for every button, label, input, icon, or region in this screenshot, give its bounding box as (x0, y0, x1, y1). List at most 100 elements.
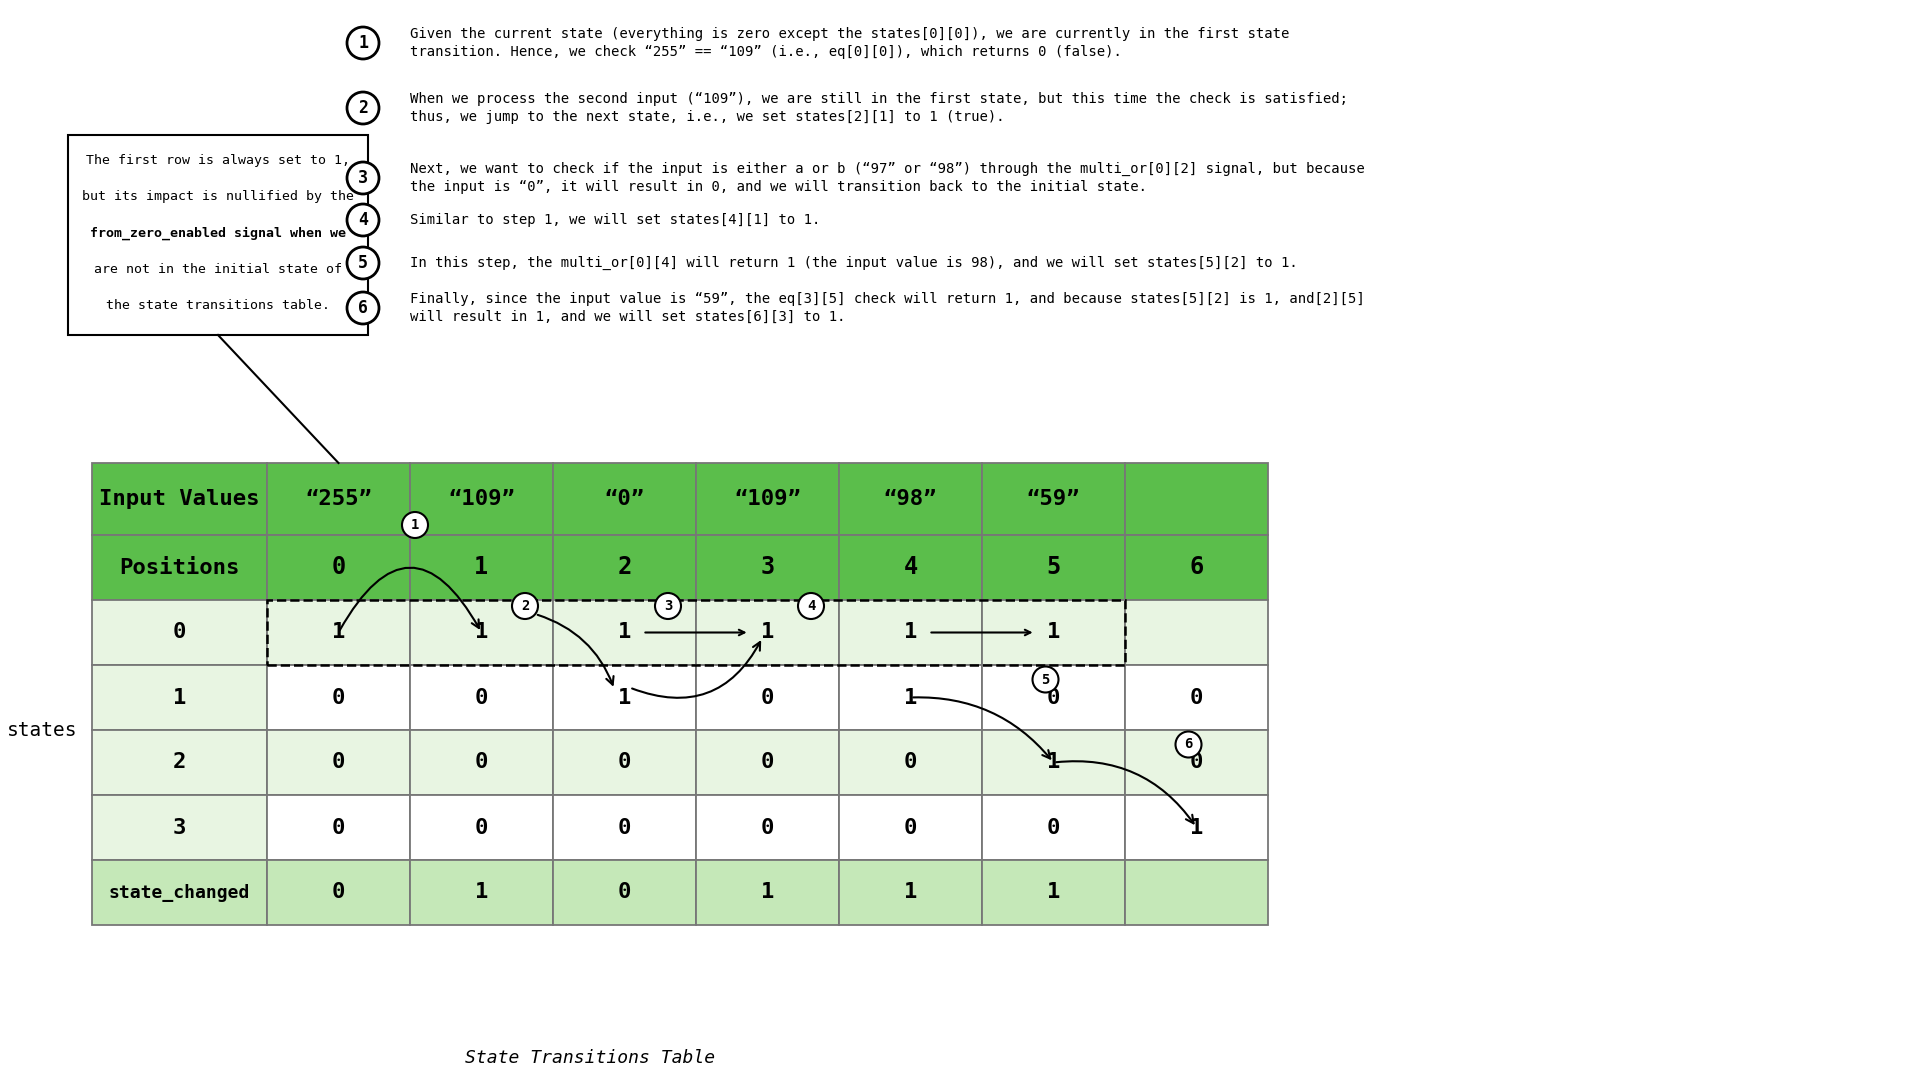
Text: The first row is always set to 1,: The first row is always set to 1, (86, 154, 349, 167)
Text: 0: 0 (173, 622, 186, 643)
Bar (92, 463, 267, 535)
Circle shape (1175, 731, 1202, 757)
Text: 0: 0 (760, 818, 774, 837)
Text: 1: 1 (357, 33, 369, 52)
Text: 1: 1 (618, 688, 632, 707)
Text: When we process the second input (“109”), we are still in the first state, but t: When we process the second input (“109”)… (411, 92, 1348, 124)
FancyArrowPatch shape (914, 698, 1050, 758)
Bar (695, 665, 839, 730)
Bar (1125, 535, 1267, 600)
FancyArrowPatch shape (632, 642, 760, 698)
Bar (981, 860, 1125, 924)
Text: states: states (8, 720, 77, 740)
Circle shape (348, 247, 378, 279)
Circle shape (348, 27, 378, 59)
Text: 3: 3 (664, 599, 672, 613)
Circle shape (513, 593, 538, 619)
Text: “109”: “109” (733, 489, 801, 509)
Text: 0: 0 (618, 753, 632, 772)
Text: 5: 5 (1041, 673, 1050, 687)
Bar (695, 535, 839, 600)
Text: “59”: “59” (1027, 489, 1081, 509)
Text: 0: 0 (1046, 688, 1060, 707)
Bar (839, 860, 981, 924)
Bar (553, 795, 695, 860)
Text: 0: 0 (474, 688, 488, 707)
Bar (553, 463, 695, 535)
Bar (67, 135, 369, 335)
Text: 1: 1 (474, 622, 488, 643)
Text: 4: 4 (806, 599, 816, 613)
Text: but its impact is nullified by the: but its impact is nullified by the (83, 190, 353, 203)
Bar (92, 535, 267, 600)
Text: 3: 3 (357, 168, 369, 187)
FancyArrowPatch shape (1056, 761, 1194, 823)
Circle shape (348, 204, 378, 237)
Text: 0: 0 (332, 688, 346, 707)
Text: 1: 1 (474, 555, 488, 580)
Text: 6: 6 (1188, 555, 1204, 580)
Bar (1125, 665, 1267, 730)
Circle shape (401, 512, 428, 538)
Bar (1125, 463, 1267, 535)
Text: 1: 1 (760, 882, 774, 903)
Bar (92, 795, 267, 860)
Text: 0: 0 (332, 753, 346, 772)
Text: 0: 0 (1046, 818, 1060, 837)
Text: 5: 5 (357, 254, 369, 272)
Bar (981, 730, 1125, 795)
Text: 0: 0 (1190, 753, 1204, 772)
Text: 0: 0 (904, 818, 918, 837)
Text: 2: 2 (173, 753, 186, 772)
Circle shape (348, 292, 378, 324)
Bar (267, 535, 411, 600)
Bar (1125, 860, 1267, 924)
Text: state_changed: state_changed (109, 883, 250, 902)
Bar (839, 795, 981, 860)
Text: 2: 2 (357, 99, 369, 117)
Text: 0: 0 (618, 818, 632, 837)
FancyArrowPatch shape (538, 615, 614, 685)
Bar (981, 535, 1125, 600)
Bar (839, 600, 981, 665)
Text: Input Values: Input Values (100, 489, 259, 509)
Text: 0: 0 (904, 753, 918, 772)
Text: 1: 1 (173, 688, 186, 707)
Text: 0: 0 (332, 555, 346, 580)
Circle shape (655, 593, 682, 619)
Text: 4: 4 (357, 211, 369, 229)
Text: 6: 6 (357, 299, 369, 318)
FancyArrowPatch shape (340, 568, 478, 630)
Bar (981, 463, 1125, 535)
Bar (839, 463, 981, 535)
Bar (695, 600, 839, 665)
Text: 1: 1 (618, 622, 632, 643)
Bar (267, 463, 411, 535)
Bar (695, 730, 839, 795)
Bar (839, 535, 981, 600)
Text: 1: 1 (1046, 622, 1060, 643)
Text: Next, we want to check if the input is either a or b (“97” or “98”) through the : Next, we want to check if the input is e… (411, 162, 1365, 194)
Text: 0: 0 (332, 882, 346, 903)
Bar (267, 860, 411, 924)
Bar (553, 730, 695, 795)
Bar (411, 665, 553, 730)
Text: 0: 0 (760, 688, 774, 707)
Text: are not in the initial state of: are not in the initial state of (94, 264, 342, 276)
Bar (92, 665, 267, 730)
Bar (553, 860, 695, 924)
Circle shape (348, 162, 378, 194)
Text: 3: 3 (760, 555, 774, 580)
Text: 1: 1 (1046, 753, 1060, 772)
Bar (267, 795, 411, 860)
Bar (267, 730, 411, 795)
Circle shape (348, 92, 378, 124)
Bar (92, 600, 267, 665)
Bar (553, 535, 695, 600)
Text: Similar to step 1, we will set states[4][1] to 1.: Similar to step 1, we will set states[4]… (411, 213, 820, 227)
Text: 1: 1 (1190, 818, 1204, 837)
Text: 2: 2 (618, 555, 632, 580)
Text: 4: 4 (904, 555, 918, 580)
Text: from_zero_enabled signal when we: from_zero_enabled signal when we (90, 227, 346, 240)
Bar (839, 730, 981, 795)
